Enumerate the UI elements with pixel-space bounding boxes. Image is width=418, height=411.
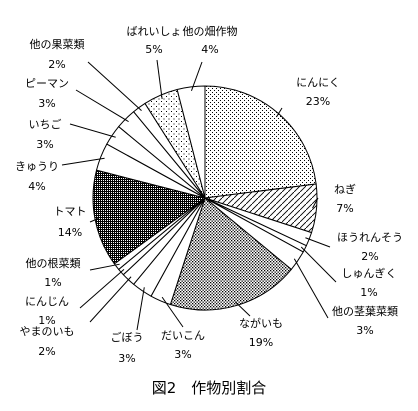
slice-percent-15: 3% (38, 97, 55, 110)
slice-percent-17: 5% (145, 43, 162, 56)
slice-label-6: ながいも (239, 316, 283, 330)
leader-line-6 (234, 301, 251, 317)
leader-line-9 (89, 276, 132, 323)
slice-percent-4: 1% (360, 286, 377, 299)
slice-label-13: きゅうり (15, 160, 59, 173)
slice-label-9: やまのいも (20, 325, 75, 338)
slice-percent-2: 7% (336, 202, 353, 215)
leader-line-2 (312, 197, 319, 209)
slice-label-12: トマト (54, 205, 87, 218)
slice-percent-8: 3% (118, 352, 135, 365)
slice-percent-18: 4% (201, 43, 218, 56)
slice-labels: にんにく 23% ねぎ 7% ほうれんそう 2% しゅんぎく 1% 他の茎葉菜類 3% ながいも 19… (15, 24, 403, 365)
slice-percent-11: 1% (44, 276, 61, 289)
slice-percent-3: 2% (361, 250, 378, 263)
pie-slice-6 (169, 197, 293, 311)
slice-label-16: 他の果菜類 (30, 38, 85, 51)
slice-percent-14: 3% (36, 138, 53, 151)
slice-label-11: 他の根菜類 (26, 256, 81, 270)
slice-label-2: ねぎ (334, 182, 356, 196)
leader-line-17 (156, 59, 163, 99)
pie-slice-1 (204, 85, 317, 199)
leader-line-18 (190, 61, 203, 92)
leader-line-11 (89, 263, 120, 271)
leader-line-10 (79, 269, 125, 309)
pie-slice-18 (176, 85, 206, 199)
leader-line-13 (61, 157, 105, 166)
slice-label-15: ピーマン (25, 77, 69, 90)
slice-label-17: ばれいしょ (127, 25, 182, 38)
leader-line-14 (69, 123, 116, 138)
slice-label-3: ほうれんそう (337, 231, 403, 244)
slice-percent-1: 23% (306, 95, 330, 108)
leader-line-3 (305, 237, 331, 248)
slices-layer (92, 85, 318, 311)
slice-label-14: いちご (29, 117, 62, 131)
leader-line-1 (275, 107, 283, 118)
leader-line-4 (300, 246, 337, 283)
slice-percent-12: 14% (58, 226, 82, 239)
slice-percent-9: 2% (38, 345, 55, 358)
slice-label-10: にんじん (25, 295, 69, 308)
slice-percent-5: 3% (356, 324, 373, 337)
leader-line-16 (87, 61, 142, 112)
leader-lines (61, 59, 337, 331)
slice-percent-7: 3% (174, 348, 191, 361)
slice-label-18: 他の畑作物 (183, 24, 238, 38)
slice-label-8: ごぼう (111, 330, 144, 344)
slice-percent-10: 1% (38, 314, 55, 327)
slice-percent-13: 4% (28, 180, 45, 193)
slice-percent-16: 2% (48, 58, 65, 71)
leader-line-8 (136, 287, 145, 331)
slice-label-7: だいこん (161, 329, 205, 342)
slice-label-4: しゅんぎく (341, 266, 396, 280)
leader-line-15 (75, 89, 129, 123)
leader-line-5 (293, 258, 329, 319)
slice-label-1: にんにく (296, 76, 340, 89)
leader-line-7 (161, 296, 184, 328)
chart-title: 図2 作物別割合 (152, 379, 267, 397)
pie-slice-12 (92, 169, 207, 265)
slice-percent-6: 19% (249, 336, 273, 349)
leader-line-12 (89, 217, 100, 223)
slice-label-5: 他の茎葉菜類 (332, 304, 398, 318)
